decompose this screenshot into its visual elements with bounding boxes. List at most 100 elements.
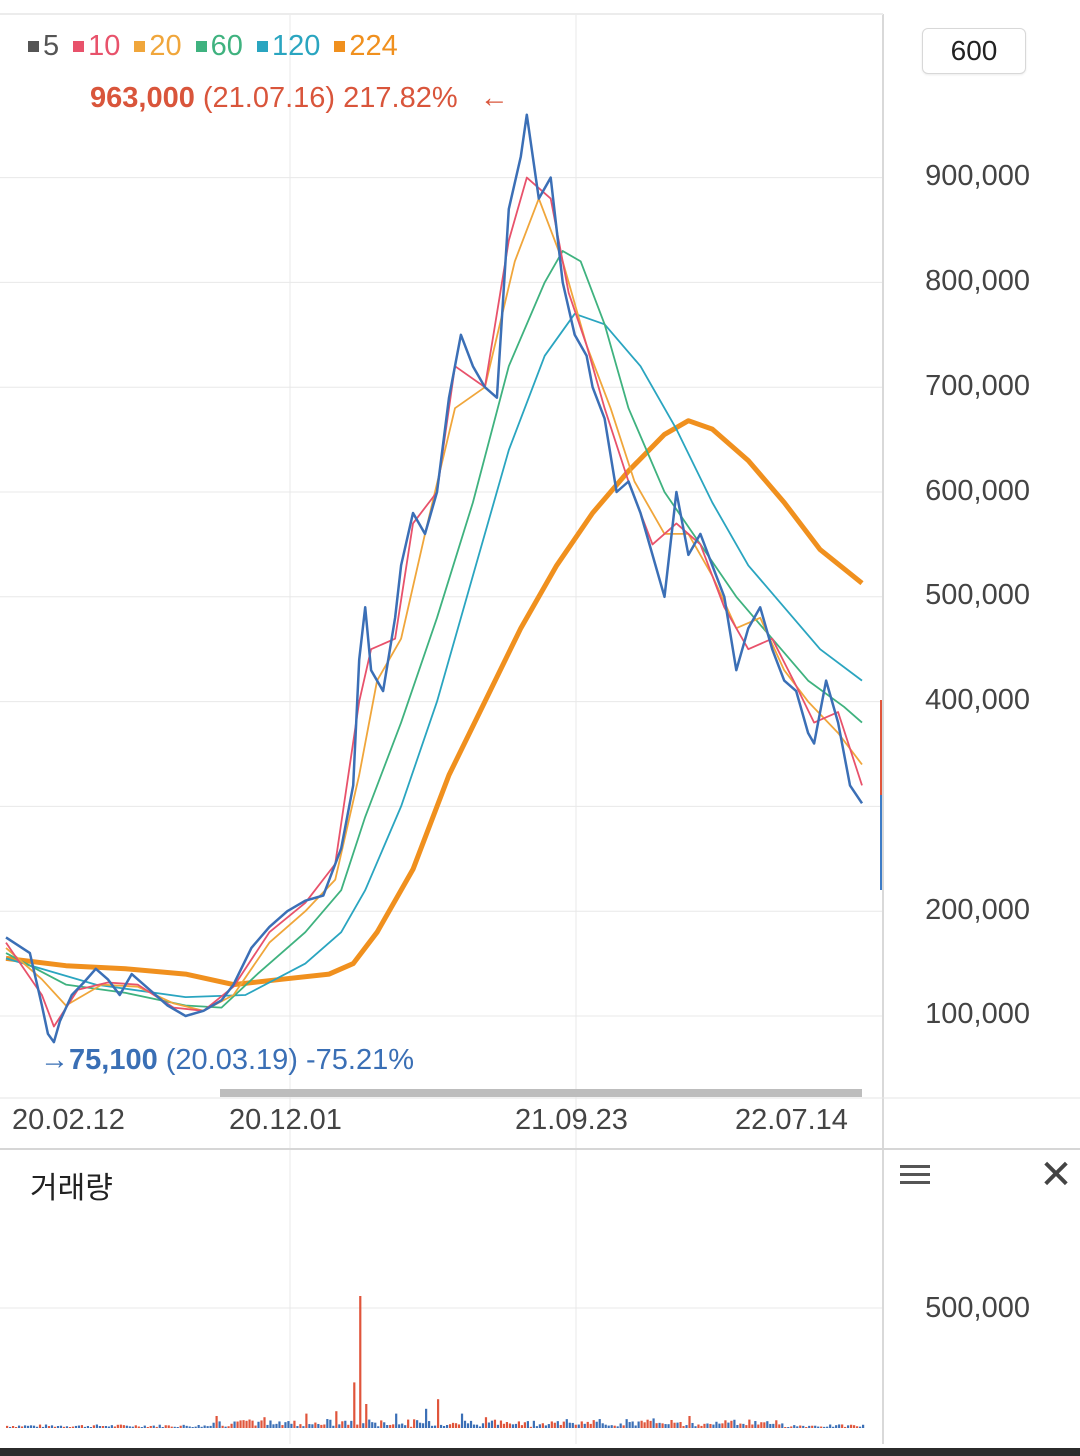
legend-label: 5 xyxy=(43,30,60,62)
volume-bar xyxy=(245,1420,248,1428)
legend-item-20[interactable]: 20 xyxy=(134,30,182,63)
volume-bar xyxy=(380,1420,383,1428)
volume-bar xyxy=(62,1426,66,1428)
volume-bar xyxy=(502,1423,506,1428)
volume-bar xyxy=(655,1423,658,1428)
volume-bar xyxy=(862,1424,865,1428)
legend-item-120[interactable]: 120 xyxy=(256,30,320,63)
volume-bar xyxy=(754,1421,757,1428)
y-tick-label: 600,000 xyxy=(925,475,1030,507)
volume-bar xyxy=(622,1425,625,1428)
volume-bar xyxy=(173,1426,176,1428)
volume-bar xyxy=(77,1425,81,1428)
volume-bar xyxy=(56,1425,60,1428)
moving-average-224 xyxy=(5,418,864,988)
volume-bar xyxy=(227,1426,230,1428)
volume-bar xyxy=(736,1424,739,1428)
volume-bar xyxy=(59,1425,63,1428)
menu-icon[interactable] xyxy=(898,1160,932,1190)
volume-bar xyxy=(299,1424,302,1428)
legend-item-5[interactable]: 5 xyxy=(28,30,59,63)
volume-bar xyxy=(257,1421,260,1428)
volume-bar xyxy=(466,1423,470,1428)
volume-bar xyxy=(83,1426,87,1428)
low-price-value: 75,100 xyxy=(69,1044,158,1076)
volume-bar xyxy=(811,1425,814,1428)
volume-bar xyxy=(778,1424,781,1428)
legend-swatch xyxy=(256,41,268,52)
volume-bar xyxy=(242,1420,245,1428)
volume-bar xyxy=(95,1424,98,1428)
legend-item-10[interactable]: 10 xyxy=(73,30,120,63)
horizontal-scrollbar[interactable] xyxy=(220,1089,862,1097)
volume-bar xyxy=(613,1425,616,1428)
volume-bar xyxy=(92,1425,95,1428)
current-volume-value: 17,891 xyxy=(920,1387,1009,1419)
volume-bar xyxy=(347,1424,350,1428)
volume-bar xyxy=(775,1420,778,1428)
volume-title: 거래량 xyxy=(30,1172,113,1205)
volume-bar xyxy=(38,1424,42,1428)
volume-bar xyxy=(586,1421,589,1428)
volume-bar xyxy=(272,1424,275,1428)
volume-bar xyxy=(598,1419,601,1428)
period-button[interactable]: 600 xyxy=(922,28,1026,74)
volume-bar xyxy=(601,1423,604,1428)
volume-bar xyxy=(332,1425,335,1428)
volume-bar xyxy=(559,1424,562,1428)
volume-bar xyxy=(847,1425,850,1428)
y-tick-label: 400,000 xyxy=(925,684,1030,716)
volume-bar xyxy=(308,1424,311,1428)
volume-bar xyxy=(164,1425,167,1428)
volume-bar xyxy=(248,1419,251,1428)
volume-bar xyxy=(353,1382,356,1428)
volume-bar xyxy=(802,1425,805,1428)
volume-bar xyxy=(712,1424,715,1428)
legend-item-60[interactable]: 60 xyxy=(195,30,243,63)
volume-bar xyxy=(571,1422,574,1428)
volume-bar xyxy=(685,1425,688,1428)
volume-bar xyxy=(703,1423,706,1428)
volume-bar xyxy=(431,1425,434,1428)
volume-bar xyxy=(829,1424,832,1428)
current-price-change: -2.42% xyxy=(918,803,1010,835)
volume-bar xyxy=(362,1423,365,1428)
moving-average-120 xyxy=(5,312,863,998)
volume-bar xyxy=(490,1420,494,1428)
y-tick-label: 900,000 xyxy=(925,160,1030,192)
volume-bar xyxy=(41,1426,45,1428)
volume-bar xyxy=(251,1420,254,1428)
volume-bar xyxy=(835,1425,838,1428)
volume-bar xyxy=(146,1427,149,1428)
volume-bar xyxy=(368,1419,371,1428)
volume-bars xyxy=(6,1296,865,1428)
volume-bar xyxy=(209,1425,212,1428)
legend-item-224[interactable]: 224 xyxy=(334,30,398,63)
volume-bar xyxy=(694,1426,697,1428)
volume-bar xyxy=(577,1424,580,1428)
volume-bar xyxy=(715,1421,718,1428)
volume-bar xyxy=(113,1426,116,1428)
volume-bar xyxy=(311,1424,314,1428)
volume-bar xyxy=(284,1422,287,1428)
volume-bar xyxy=(323,1424,326,1428)
volume-bar xyxy=(508,1423,512,1428)
volume-bar xyxy=(697,1424,700,1428)
volume-bar xyxy=(236,1421,239,1428)
volume-bar xyxy=(451,1422,455,1428)
volume-bar xyxy=(341,1421,344,1428)
volume-bar xyxy=(469,1420,473,1428)
volume-bar xyxy=(496,1424,500,1428)
volume-bar xyxy=(131,1426,134,1428)
volume-bar xyxy=(137,1426,140,1428)
volume-bar xyxy=(625,1419,628,1428)
volume-bar xyxy=(580,1421,583,1428)
close-icon[interactable]: ✕ xyxy=(1039,1153,1073,1197)
volume-bar xyxy=(823,1426,826,1428)
volume-bar xyxy=(20,1426,24,1428)
volume-bar xyxy=(484,1417,488,1428)
volume-bar xyxy=(275,1423,278,1428)
volume-bar xyxy=(125,1425,128,1428)
volume-bar xyxy=(463,1420,467,1428)
